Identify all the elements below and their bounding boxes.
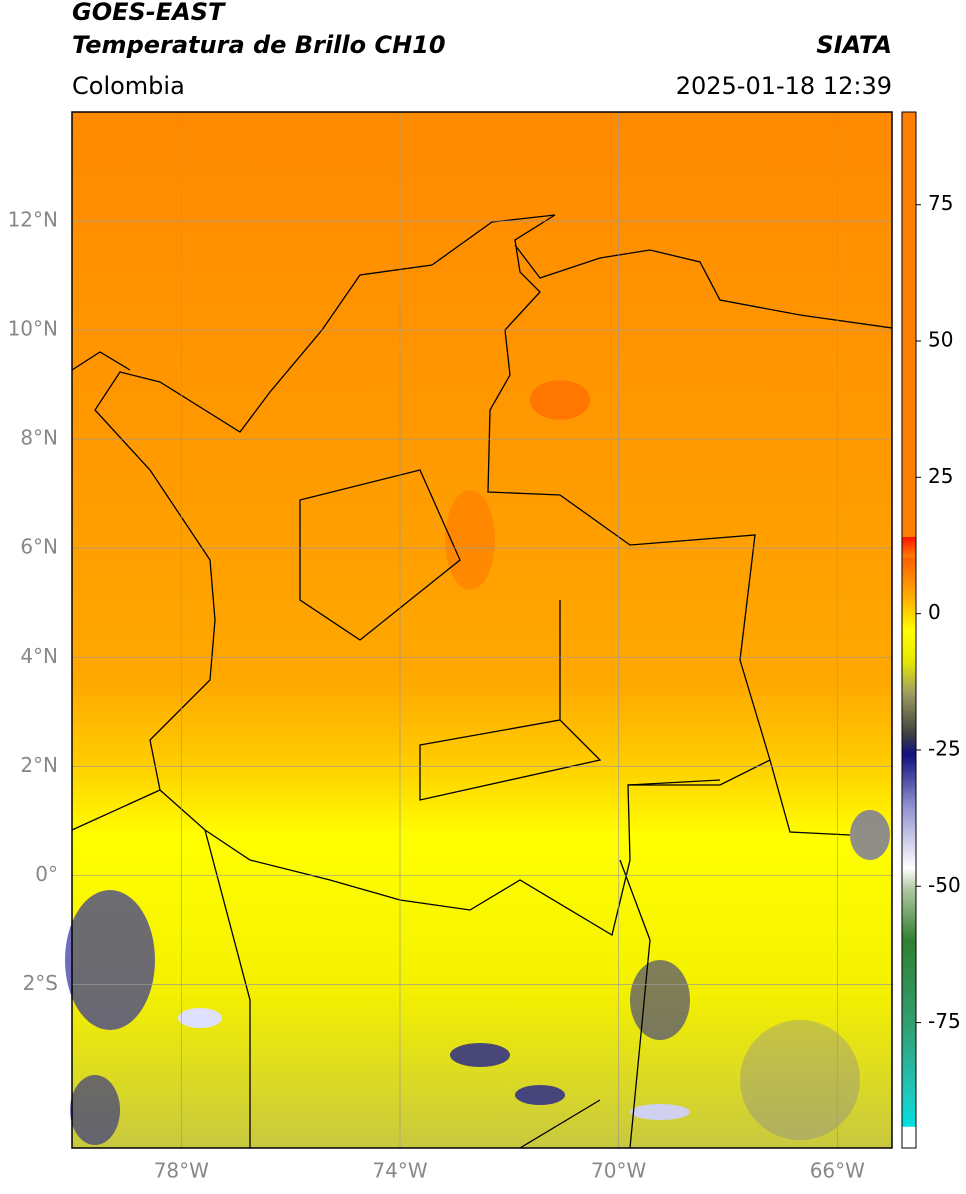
map-image bbox=[65, 112, 892, 1148]
map-frame bbox=[71, 111, 893, 1149]
lat-tick-label: 10°N bbox=[8, 317, 58, 341]
colorbar-tick-label: -25 bbox=[928, 736, 961, 760]
lon-tick-label: 66°W bbox=[810, 1159, 865, 1183]
colorbar-tick-label: 0 bbox=[928, 600, 941, 624]
region: Colombia bbox=[72, 72, 185, 100]
colorbar-tick-label: 75 bbox=[928, 191, 953, 215]
title: GOES-EAST bbox=[72, 0, 226, 26]
lat-tick-label: 8°N bbox=[20, 426, 58, 450]
lat-tick-label: 6°N bbox=[20, 535, 58, 559]
colorbar-tick-label: 50 bbox=[928, 328, 953, 352]
lon-tick-label: 70°W bbox=[591, 1159, 646, 1183]
lat-tick-label: 2°N bbox=[20, 753, 58, 777]
lat-tick-label: 4°N bbox=[20, 644, 58, 668]
lon-tick-label: 78°W bbox=[154, 1159, 209, 1183]
colorbar-tick-label: -50 bbox=[928, 873, 961, 897]
colorbar-tick-label: -75 bbox=[928, 1009, 961, 1033]
lat-tick-label: 12°N bbox=[8, 208, 58, 232]
colorbar-tick-label: 25 bbox=[928, 464, 953, 488]
lat-tick-label: 2°S bbox=[23, 971, 58, 995]
source: SIATA bbox=[816, 31, 892, 59]
lat-tick-label: 0° bbox=[35, 862, 58, 886]
lon-tick-label: 74°W bbox=[372, 1159, 427, 1183]
subtitle: Temperatura de Brillo CH10 bbox=[72, 31, 446, 59]
colorbar bbox=[901, 111, 917, 1149]
timestamp: 2025-01-18 12:39 bbox=[676, 72, 892, 100]
